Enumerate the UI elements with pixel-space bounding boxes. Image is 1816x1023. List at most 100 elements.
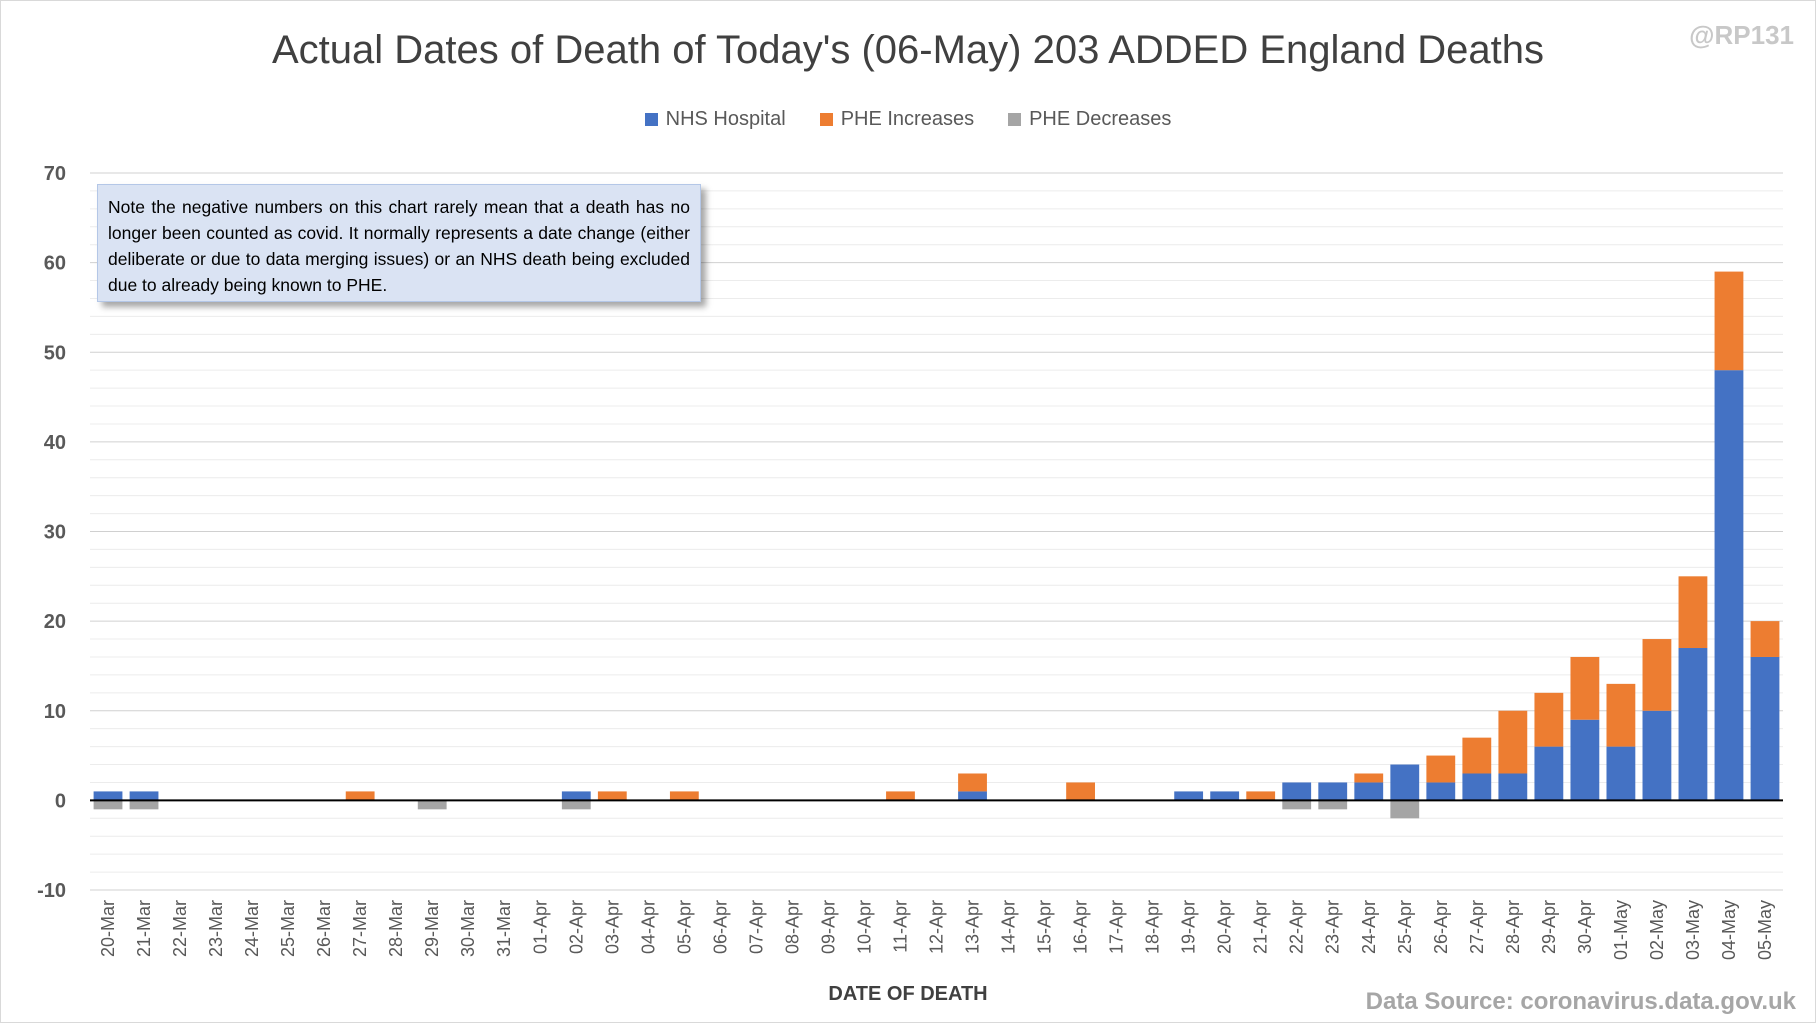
legend-item-phe-decreases: PHE Decreases	[1008, 108, 1171, 131]
bar-phe-increases	[597, 791, 627, 801]
y-tick-label: 0	[55, 790, 66, 812]
bar-phe-increases	[1750, 621, 1780, 657]
bar-phe-decreases	[93, 800, 123, 810]
x-tick-label: 05-May	[1755, 900, 1775, 960]
bar-nhs-hospital	[1642, 710, 1672, 801]
bar-nhs-hospital	[1498, 773, 1528, 801]
bar-nhs-hospital	[1678, 648, 1708, 801]
legend-swatch-phe-decreases	[1008, 113, 1022, 126]
bar-nhs-hospital	[1390, 764, 1420, 801]
y-tick-label: 60	[44, 253, 66, 275]
bar-nhs-hospital	[1210, 791, 1240, 801]
bar-phe-increases	[1066, 782, 1095, 801]
bar-phe-increases	[1462, 737, 1492, 774]
x-tick-label: 01-May	[1611, 900, 1631, 960]
author-handle: @RP131	[1689, 20, 1794, 50]
bar-phe-increases	[1714, 271, 1744, 371]
x-tick-label: 07-Apr	[746, 900, 766, 954]
bar-phe-decreases	[129, 800, 159, 810]
y-tick-label: 50	[44, 342, 66, 364]
y-tick-label: 40	[44, 432, 66, 454]
legend-swatch-nhs-hospital	[644, 113, 658, 126]
x-tick-label: 25-Mar	[278, 900, 298, 957]
x-tick-label: 08-Apr	[782, 900, 802, 954]
bar-nhs-hospital	[1462, 773, 1492, 801]
x-tick-label: 16-Apr	[1071, 900, 1091, 954]
bar-phe-decreases	[1282, 800, 1312, 810]
y-tick-label: 10	[44, 701, 66, 723]
x-tick-label: 28-Apr	[1503, 900, 1523, 954]
y-tick-label: 70	[44, 163, 66, 185]
x-tick-label: 21-Mar	[134, 900, 154, 957]
x-tick-label: 04-Apr	[638, 900, 658, 954]
bar-nhs-hospital	[1570, 719, 1600, 801]
data-source: Data Source: coronavirus.data.gov.uk	[1365, 988, 1796, 1015]
x-tick-label: 24-Mar	[242, 900, 262, 957]
legend-item-phe-increases: PHE Increases	[819, 108, 975, 131]
bar-phe-increases	[1534, 692, 1564, 747]
x-tick-label: 26-Mar	[314, 900, 334, 957]
bar-phe-increases	[1354, 773, 1384, 783]
x-tick-label: 31-Mar	[494, 900, 514, 957]
legend-swatch-phe-increases	[819, 113, 833, 126]
x-tick-label: 23-Mar	[206, 900, 226, 957]
bar-phe-increases	[1498, 710, 1528, 774]
x-tick-label: 17-Apr	[1107, 900, 1127, 954]
x-tick-label: 02-Apr	[566, 900, 586, 954]
bar-phe-increases	[1570, 656, 1600, 720]
y-tick-label: 20	[44, 611, 66, 633]
x-tick-label: 13-Apr	[963, 900, 983, 954]
x-tick-label: 04-May	[1719, 900, 1739, 960]
x-tick-label: 06-Apr	[710, 900, 730, 954]
bar-nhs-hospital	[1318, 782, 1348, 801]
x-tick-label: 26-Apr	[1431, 900, 1451, 954]
bar-nhs-hospital	[958, 791, 987, 801]
x-tick-label: 25-Apr	[1395, 900, 1415, 954]
bar-phe-increases	[669, 791, 699, 801]
x-tick-label: 12-Apr	[927, 900, 947, 954]
bar-phe-increases	[1246, 791, 1276, 801]
x-tick-label: 29-Mar	[422, 900, 442, 957]
x-tick-label: 23-Apr	[1323, 900, 1343, 954]
bar-phe-decreases	[1390, 800, 1420, 819]
bar-phe-increases	[345, 791, 375, 801]
y-tick-label: -10	[37, 880, 66, 902]
bar-phe-increases	[958, 773, 987, 792]
x-tick-label: 30-Mar	[458, 900, 478, 957]
x-tick-label: 27-Apr	[1467, 900, 1487, 954]
bar-phe-increases	[1642, 639, 1672, 711]
chart-title: Actual Dates of Death of Today's (06-May…	[271, 28, 1544, 72]
bar-phe-increases	[886, 791, 915, 801]
x-tick-label: 11-Apr	[890, 900, 910, 953]
legend-label: PHE Increases	[840, 108, 975, 130]
legend-label: NHS Hospital	[665, 108, 786, 130]
x-tick-label: 01-Apr	[530, 900, 550, 954]
bar-nhs-hospital	[93, 791, 123, 801]
bar-phe-increases	[1678, 576, 1708, 649]
bar-nhs-hospital	[1174, 791, 1204, 801]
x-tick-label: 20-Apr	[1215, 900, 1235, 954]
x-tick-label: 03-May	[1683, 900, 1703, 960]
bar-nhs-hospital	[129, 791, 159, 801]
x-axis-title: DATE OF DEATH	[828, 983, 988, 1005]
x-tick-label: 21-Apr	[1251, 900, 1271, 954]
bar-phe-increases	[1426, 755, 1456, 783]
bar-nhs-hospital	[1426, 782, 1456, 801]
x-tick-label: 22-Apr	[1287, 900, 1307, 954]
bar-phe-increases	[1606, 683, 1636, 747]
bar-nhs-hospital	[561, 791, 591, 801]
bar-nhs-hospital	[1354, 782, 1384, 801]
chart-legend: NHS Hospital PHE Increases PHE Decreases	[0, 108, 1816, 131]
x-tick-label: 27-Mar	[350, 900, 370, 957]
x-tick-label: 10-Apr	[854, 900, 874, 954]
x-tick-label: 15-Apr	[1035, 900, 1055, 954]
x-tick-label: 18-Apr	[1143, 900, 1163, 954]
x-tick-label: 30-Apr	[1575, 900, 1595, 954]
bar-phe-decreases	[561, 800, 591, 810]
x-tick-label: 19-Apr	[1179, 900, 1199, 954]
x-tick-label: 05-Apr	[674, 900, 694, 954]
bar-nhs-hospital	[1534, 746, 1564, 801]
note-callout: Note the negative numbers on this chart …	[97, 184, 701, 302]
x-tick-label: 20-Mar	[98, 900, 118, 957]
